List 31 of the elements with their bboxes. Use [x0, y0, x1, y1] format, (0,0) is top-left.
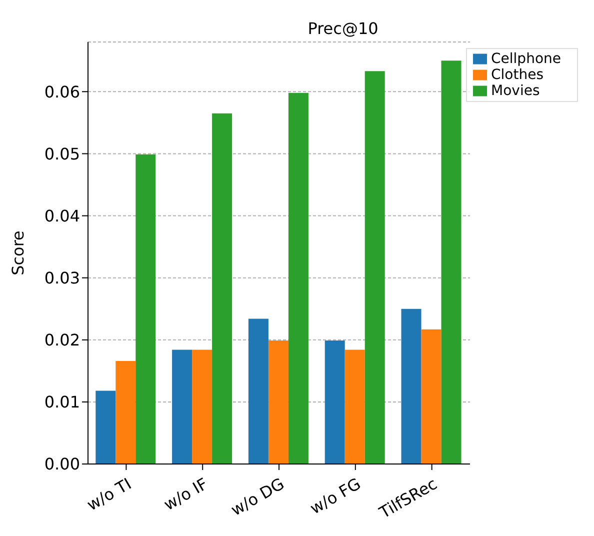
chart-title: Prec@10 [308, 19, 378, 38]
bar [192, 350, 212, 464]
bar [344, 350, 365, 464]
y-tick-label: 0.00 [44, 454, 80, 474]
legend-label: Movies [491, 83, 540, 99]
y-tick-label: 0.03 [44, 268, 80, 288]
legend-label: Clothes [491, 67, 544, 83]
bar [441, 60, 462, 464]
y-tick-label: 0.02 [44, 330, 80, 350]
bar [421, 329, 442, 464]
bar [268, 340, 288, 464]
bar [96, 390, 116, 464]
y-tick-label: 0.05 [44, 144, 80, 164]
legend-label: Cellphone [491, 51, 561, 67]
bar [401, 308, 422, 464]
bar [136, 154, 156, 464]
x-tick-label: w/o FG [306, 474, 364, 518]
bar [212, 113, 232, 464]
bar [172, 350, 192, 464]
bar [288, 92, 308, 464]
bar [324, 340, 345, 464]
x-tick-label: w/o DG [228, 474, 288, 520]
bar [248, 318, 268, 464]
y-tick-label: 0.04 [44, 206, 80, 226]
bar [116, 360, 136, 464]
x-tick-label: w/o TI [84, 474, 135, 514]
y-axis-title: Score [8, 230, 28, 276]
x-tick-label: w/o IF [160, 474, 212, 514]
bar [364, 71, 385, 464]
y-tick-label: 0.06 [44, 82, 80, 102]
y-tick-label: 0.01 [44, 392, 80, 412]
